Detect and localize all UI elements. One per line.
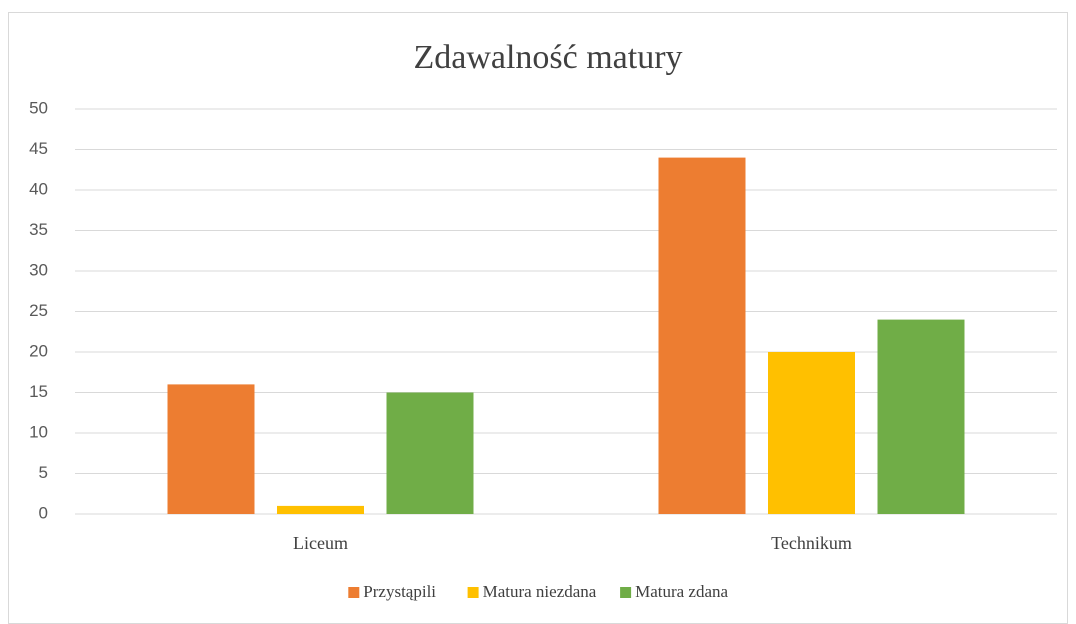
y-tick-label: 15 [29, 382, 48, 401]
x-tick-label: Liceum [293, 533, 348, 553]
y-tick-label: 35 [29, 220, 48, 239]
legend-label: Matura zdana [635, 582, 728, 601]
y-tick-label: 10 [29, 422, 48, 441]
y-tick-label: 25 [29, 301, 48, 320]
chart-title: Zdawalność matury [413, 39, 682, 76]
legend-label: Matura niezdana [483, 582, 597, 601]
bar [386, 392, 474, 514]
bar [768, 352, 855, 514]
y-tick-label: 45 [29, 139, 48, 158]
legend-swatch [620, 587, 632, 598]
legend-label: Przystąpili [363, 582, 436, 601]
bar [658, 157, 746, 514]
bar [877, 319, 965, 514]
chart-border [8, 12, 1068, 624]
legend-swatch [467, 587, 479, 598]
y-tick-label: 50 [29, 98, 48, 117]
legend-swatch [348, 587, 360, 598]
y-tick-label: 40 [29, 179, 48, 198]
y-tick-label: 30 [29, 260, 48, 279]
bar [277, 505, 364, 514]
y-tick-label: 5 [39, 463, 48, 482]
y-tick-label: 20 [29, 341, 48, 360]
x-tick-label: Technikum [771, 533, 852, 553]
bar [167, 384, 255, 514]
y-tick-label: 0 [39, 503, 48, 522]
